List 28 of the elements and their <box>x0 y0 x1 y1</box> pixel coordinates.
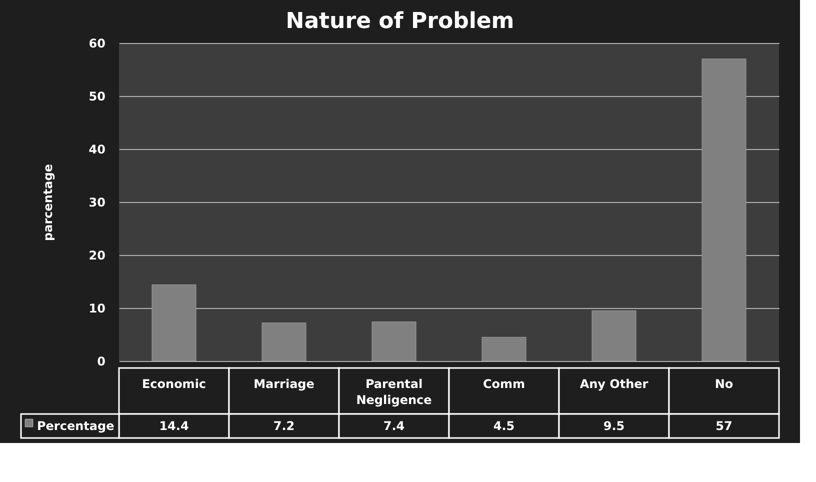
x-tick-label: Comm <box>482 377 526 391</box>
bar <box>262 322 306 362</box>
data-label: 14.4 <box>159 419 189 433</box>
y-tick-label: 0 <box>97 354 106 368</box>
data-label: 7.2 <box>273 419 295 433</box>
bar <box>482 336 526 362</box>
y-tick-label: 50 <box>88 90 106 104</box>
data-label: 57 <box>716 419 732 433</box>
y-tick-label: 60 <box>88 36 106 50</box>
data-label: 7.4 <box>383 419 405 433</box>
data-label: 4.5 <box>493 419 515 433</box>
bar <box>372 322 416 362</box>
legend-label: Percentage <box>37 419 114 433</box>
chart-title: Nature of Problem <box>286 9 514 34</box>
bar <box>702 58 746 362</box>
bar <box>152 284 196 362</box>
x-tick-label: Any Other <box>580 377 648 391</box>
x-tick-label: No <box>714 377 734 391</box>
y-axis-title: parcentage <box>40 164 55 241</box>
x-tick-label: Parental Negligence <box>356 377 432 407</box>
x-tick-label: Economic <box>142 377 206 391</box>
y-tick-label: 40 <box>88 142 106 156</box>
data-label: 9.5 <box>603 419 625 433</box>
y-tick-label: 20 <box>88 248 106 262</box>
bar <box>592 310 636 362</box>
y-tick-label: 30 <box>88 196 106 210</box>
y-tick-label: 10 <box>88 302 106 316</box>
x-tick-label: Marriage <box>254 377 314 391</box>
